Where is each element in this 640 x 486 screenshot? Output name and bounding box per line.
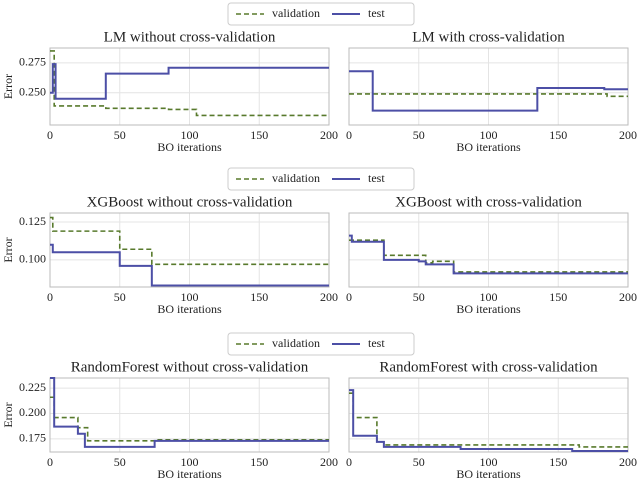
x-tick-label: 150 (250, 455, 268, 469)
y-tick-label: 0.275 (19, 55, 46, 69)
y-axis-label: Error (1, 74, 15, 99)
x-tick-label: 50 (413, 455, 425, 469)
plot-frame (49, 377, 330, 453)
x-axis-label: BO iterations (456, 467, 521, 481)
x-tick-label: 0 (47, 128, 53, 142)
x-tick-label: 200 (320, 128, 338, 142)
chart-title: XGBoost without cross-validation (87, 194, 293, 210)
x-tick-label: 100 (480, 128, 498, 142)
x-tick-label: 200 (320, 290, 338, 304)
x-tick-label: 50 (413, 128, 425, 142)
x-tick-label: 100 (181, 455, 199, 469)
x-tick-label: 100 (480, 455, 498, 469)
y-tick-label: 0.200 (19, 405, 46, 419)
legend-box (227, 332, 415, 356)
series-line (349, 234, 628, 275)
series-line (50, 50, 329, 117)
chart-title: XGBoost with cross-validation (395, 194, 582, 210)
series-line (349, 389, 628, 452)
x-tick-label: 50 (114, 455, 126, 469)
chart-title: RandomForest without cross-validation (71, 359, 309, 375)
x-tick-label: 0 (346, 455, 352, 469)
plot-frame (348, 212, 629, 288)
x-tick-label: 100 (181, 290, 199, 304)
x-tick-label: 200 (619, 290, 637, 304)
legend-text: test (368, 6, 385, 20)
y-tick-label: 0.125 (19, 214, 46, 228)
series-line (50, 243, 329, 287)
x-axis-label: BO iterations (157, 302, 222, 316)
x-tick-label: 150 (250, 290, 268, 304)
legend-text: test (368, 336, 385, 350)
y-tick-label: 0.100 (19, 252, 46, 266)
series-line (50, 377, 329, 448)
y-tick-label: 0.250 (19, 85, 46, 99)
x-tick-label: 200 (619, 455, 637, 469)
series-line (50, 216, 329, 266)
x-tick-label: 50 (413, 290, 425, 304)
x-tick-label: 200 (619, 128, 637, 142)
y-tick-label: 0.225 (19, 380, 46, 394)
x-tick-label: 150 (250, 128, 268, 142)
x-tick-label: 150 (549, 290, 567, 304)
x-tick-label: 0 (47, 290, 53, 304)
x-axis-label: BO iterations (456, 302, 521, 316)
chart-title: RandomForest with cross-validation (379, 359, 598, 375)
legend-text: validation (272, 6, 320, 20)
plot-frame (348, 47, 629, 126)
x-tick-label: 0 (346, 128, 352, 142)
x-tick-label: 0 (346, 290, 352, 304)
legend-box (227, 2, 415, 26)
chart-title: LM without cross-validation (104, 29, 276, 45)
x-tick-label: 100 (480, 290, 498, 304)
y-axis-label: Error (1, 402, 15, 427)
series-line (349, 70, 628, 112)
legend-text: validation (272, 171, 320, 185)
x-tick-label: 150 (549, 455, 567, 469)
plot-frame (49, 212, 330, 288)
legend-text: validation (272, 336, 320, 350)
x-tick-label: 100 (181, 128, 199, 142)
legend-text: test (368, 171, 385, 185)
plot-frame (348, 377, 629, 453)
x-tick-label: 50 (114, 128, 126, 142)
x-axis-label: BO iterations (157, 467, 222, 481)
x-axis-label: BO iterations (157, 140, 222, 154)
plot-frame (49, 47, 330, 126)
series-line (50, 63, 329, 100)
y-axis-label: Error (1, 237, 15, 262)
x-tick-label: 0 (47, 455, 53, 469)
chart-title: LM with cross-validation (412, 29, 565, 45)
x-tick-label: 50 (114, 290, 126, 304)
x-axis-label: BO iterations (456, 140, 521, 154)
legend-box (227, 167, 415, 191)
y-tick-label: 0.175 (19, 431, 46, 445)
series-line (349, 93, 628, 98)
x-tick-label: 150 (549, 128, 567, 142)
x-tick-label: 200 (320, 455, 338, 469)
